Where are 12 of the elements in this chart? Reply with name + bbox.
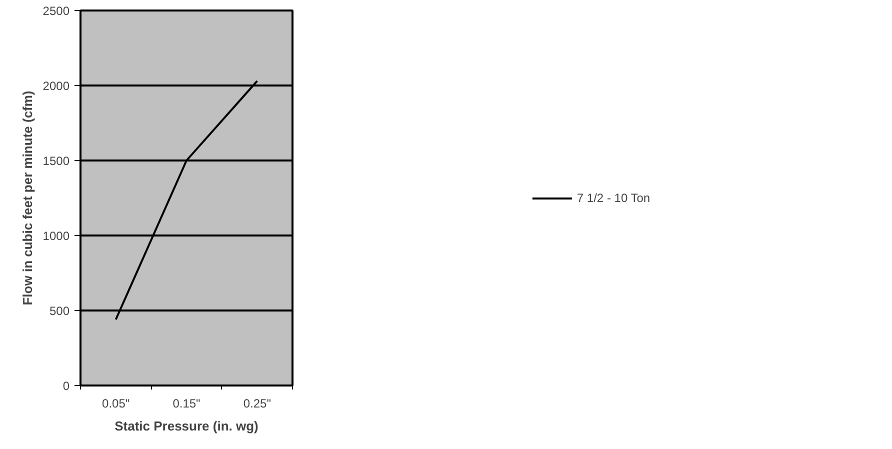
y-tick-label: 1500 [42,154,70,168]
y-tick-label: 1000 [42,229,70,243]
x-tick-label: 0.25" [243,396,271,410]
x-axis-title: Static Pressure (in. wg) [114,418,258,434]
y-tick-label: 0 [62,379,70,393]
y-tick-label: 2000 [42,79,70,93]
x-tick-label: 0.05" [102,396,130,410]
y-axis-title: Flow in cubic feet per minute (cfm) [20,90,35,306]
y-tick-label: 2500 [42,4,70,18]
x-tick-label: 0.15" [172,396,200,410]
legend-label: 7 1/2 - 10 Ton [576,190,650,204]
y-tick-label: 500 [49,304,70,318]
